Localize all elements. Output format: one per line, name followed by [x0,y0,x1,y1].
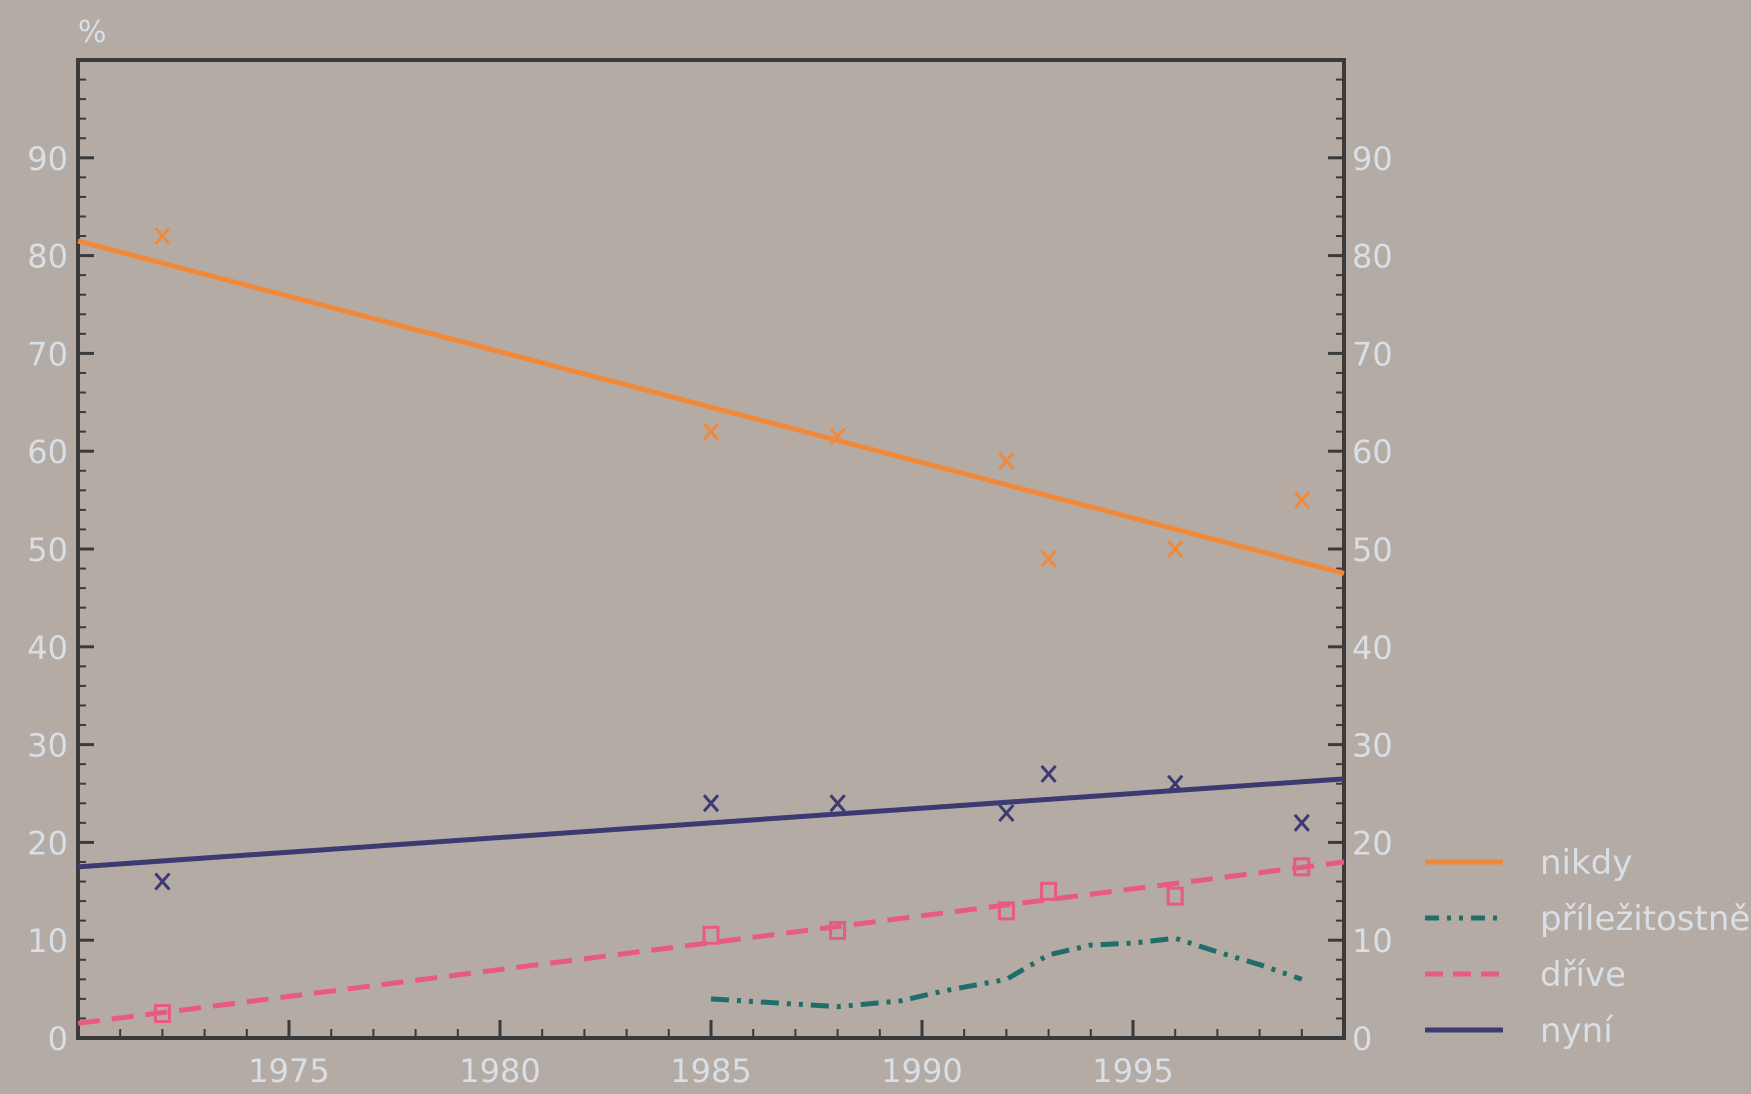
data-point-x [1293,491,1310,510]
marker-stroke [1040,764,1057,783]
data-point-x [1040,764,1057,783]
data-point-square [997,901,1015,921]
legend-item-2: dříve [1425,955,1626,995]
series-3 [77,764,1345,891]
marker-stroke [154,227,171,246]
data-point-x [829,794,846,813]
data-point-x [154,227,171,246]
y-tick-label-left: 70 [27,335,68,373]
marker-stroke [829,427,846,446]
marker-stroke [154,872,171,891]
marker-stroke [702,422,720,441]
marker-square [829,920,847,940]
x-tick-label: 1990 [881,1052,962,1090]
data-point-x [702,794,720,813]
y-tick-label-right: 60 [1352,433,1393,471]
data-point-square [1166,886,1184,906]
y-tick-label-left: 50 [27,531,68,569]
marker-stroke [829,794,846,813]
data-point-x [998,451,1015,470]
legend-label: dříve [1540,955,1626,995]
marker-stroke [1167,774,1184,793]
series-0 [77,227,1345,576]
x-tick-label: 1985 [670,1052,751,1090]
y-tick-label-left: 10 [27,922,68,960]
marker-stroke [1293,491,1310,510]
tick-labels: 0 0 10 10 20 20 30 30 40 40 50 50 60 60 70 70 80 80 90 90 19… [27,140,1392,1090]
data-point-square [702,925,720,945]
trend-line [77,776,1345,870]
legend-item-3: nyní [1425,1011,1614,1051]
data-point-square [153,1004,171,1024]
y-tick-label-left: 80 [27,238,68,276]
marker-stroke [998,804,1015,823]
data-point-x [154,872,171,891]
marker-square [1166,886,1184,906]
x-tick-label: 1980 [459,1052,540,1090]
trend-line [77,859,1345,1026]
x-tick-label: 1995 [1092,1052,1173,1090]
y-tick-label-right: 90 [1352,140,1393,178]
y-tick-label-right: 40 [1352,629,1393,667]
data-point-x [702,422,720,441]
y-unit-label: % [78,15,107,50]
data-point-x [998,804,1015,823]
y-tick-label-left: 20 [27,824,68,862]
legend: nikdy příležitostně dříve nyní [1425,843,1750,1051]
y-tick-label-left: 60 [27,433,68,471]
marker-stroke [1040,549,1057,568]
y-tick-label-left: 0 [48,1020,68,1058]
y-tick-label-left: 90 [27,140,68,178]
y-tick-label-right: 80 [1352,238,1393,276]
legend-label: nyní [1540,1011,1614,1051]
marker-square [153,1004,171,1024]
x-tick-label: 1975 [248,1052,329,1090]
marker-square [997,901,1015,921]
y-tick-label-right: 50 [1352,531,1393,569]
y-tick-label-right: 0 [1352,1020,1372,1058]
data-point-x [1293,813,1310,832]
data-point-x [1167,774,1184,793]
y-tick-label-left: 40 [27,629,68,667]
data-point-x [1040,549,1057,568]
series-layer [77,227,1345,1026]
legend-item-1: příležitostně [1425,899,1750,939]
y-tick-label-right: 20 [1352,824,1393,862]
legend-label: nikdy [1540,843,1632,883]
marker-stroke [1167,540,1184,558]
y-tick-label-left: 30 [27,727,68,765]
marker-square [1293,857,1311,877]
data-point-square [1040,881,1058,901]
data-point-x [829,427,846,446]
data-point-square [829,920,847,940]
series-1 [710,935,1303,1010]
marker-stroke [702,794,720,813]
series-2 [77,857,1345,1026]
series-line [710,935,1303,1010]
y-tick-label-right: 30 [1352,727,1393,765]
legend-label: příležitostně [1540,899,1750,939]
legend-item-0: nikdy [1425,843,1632,883]
y-tick-label-right: 70 [1352,335,1393,373]
marker-square [702,925,720,945]
marker-square [1040,881,1058,901]
plot-frame [76,58,1346,1040]
data-point-square [1293,857,1311,877]
marker-stroke [998,451,1015,470]
marker-stroke [1293,813,1310,832]
y-tick-label-right: 10 [1352,922,1393,960]
data-point-x [1167,540,1184,558]
axis-ticks [76,58,1346,1040]
trend-line [77,238,1345,576]
